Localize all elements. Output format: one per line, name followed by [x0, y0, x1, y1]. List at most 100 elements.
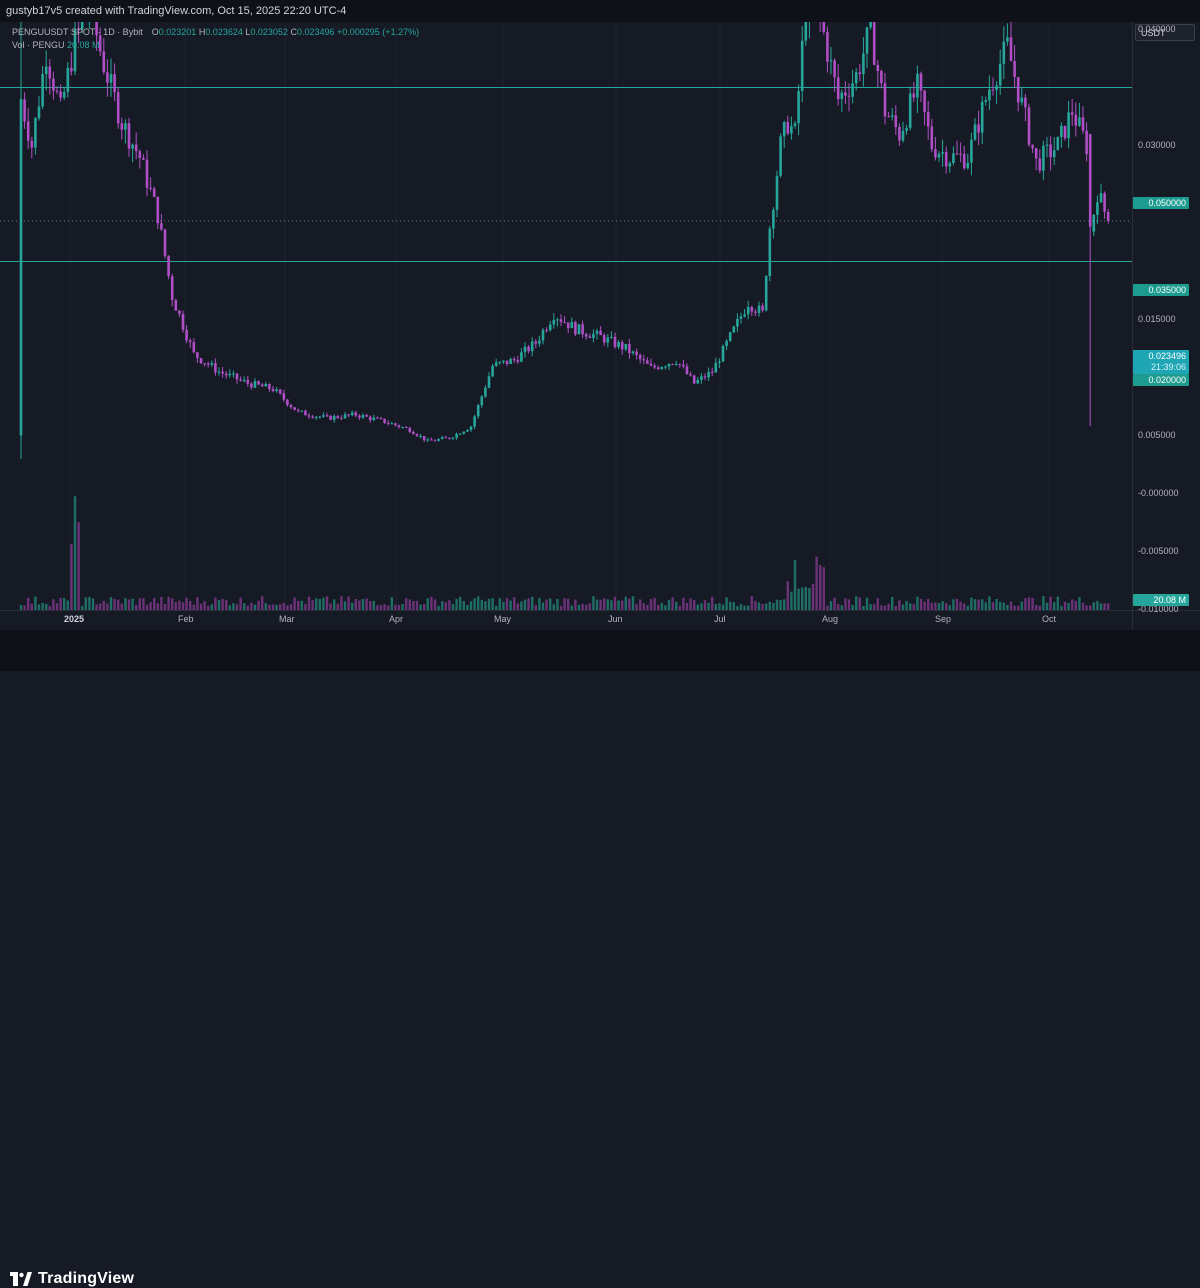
volume-bar [419, 604, 422, 610]
volume-bar [293, 597, 296, 610]
candle-body [692, 375, 696, 384]
candle-body [66, 67, 70, 92]
candle-body [199, 358, 203, 364]
volume-bar [855, 596, 858, 610]
candle-body [829, 60, 833, 62]
candle-body [548, 324, 552, 331]
candle-body [1070, 112, 1074, 115]
candle-body [768, 228, 772, 277]
candle-body [214, 363, 217, 373]
candle-body [250, 383, 253, 388]
volume-bar [1038, 605, 1041, 610]
candle-body [793, 123, 797, 127]
candle-body [545, 330, 548, 332]
volume-bar [322, 597, 325, 610]
volume-bar [909, 603, 912, 610]
candle-body [127, 123, 131, 149]
candle-body [620, 342, 624, 350]
candle-body [516, 360, 520, 362]
volume-bar [905, 601, 908, 610]
volume-bar [304, 603, 307, 610]
candle-body [124, 123, 127, 130]
volume-bar [487, 598, 491, 610]
candle-body [160, 223, 163, 230]
candle-body [188, 340, 192, 343]
candle-body [530, 341, 534, 352]
volume-bar [131, 598, 134, 610]
candle-body [1078, 117, 1081, 126]
candle-body [592, 333, 595, 338]
legend-symbol[interactable]: PENGUUSDT SPOT · 1D · Bybit [12, 27, 143, 37]
brand-name: TradingView [38, 1270, 135, 1287]
currency-selector[interactable]: USDT [1135, 24, 1195, 41]
volume-bar [379, 604, 383, 610]
time-scale[interactable] [0, 610, 1132, 631]
volume-bar [729, 601, 732, 610]
candle-body [1020, 97, 1024, 103]
volume-bar [383, 604, 386, 610]
volume-bar [790, 591, 793, 610]
candlestick-chart[interactable] [0, 22, 1132, 610]
last-price-badge: 0.023496 21:39:06 [1133, 350, 1189, 374]
candle-body [458, 433, 462, 435]
volume-bar [772, 603, 775, 610]
candle-body [264, 384, 268, 387]
volume-bar [23, 605, 26, 610]
volume-bar [1045, 602, 1049, 610]
volume-bar [275, 604, 278, 610]
volume-bar [689, 598, 692, 610]
volume-bar [804, 586, 807, 610]
candle-body [433, 440, 437, 442]
volume-bar [261, 596, 264, 610]
volume-bar [1056, 596, 1059, 610]
candle-body [671, 363, 674, 365]
volume-bar [1078, 597, 1081, 610]
candle-body [937, 153, 941, 158]
candle-body [1096, 202, 1099, 215]
volume-bar [757, 602, 761, 610]
time-label-aug: Aug [822, 614, 839, 624]
volume-bar [55, 603, 59, 610]
candle-body [502, 360, 505, 362]
volume-bar [797, 588, 800, 610]
volume-bar [581, 603, 584, 610]
volume-bar [523, 599, 527, 610]
candle-body [840, 92, 844, 99]
volume-bar [606, 599, 609, 610]
candle-body [714, 362, 718, 373]
candle-body [131, 144, 134, 149]
chart-pane[interactable] [0, 22, 1132, 610]
candle-body [754, 311, 757, 313]
candle-body [559, 319, 563, 322]
volume-bar [37, 604, 41, 610]
candle-body [1031, 144, 1034, 149]
candle-body [948, 162, 952, 167]
price-scale[interactable] [1132, 22, 1200, 610]
candle-body [552, 319, 556, 325]
candle-body [98, 35, 102, 52]
time-label-2025: 2025 [64, 614, 85, 624]
candle-body [106, 72, 109, 83]
candle-body [350, 412, 354, 416]
candle-body [62, 91, 66, 98]
volume-bar [390, 597, 393, 610]
candle-body [602, 335, 606, 343]
legend-volume-label[interactable]: Vol · PENGU [12, 40, 65, 50]
volume-bar [358, 600, 361, 610]
candle-body [289, 405, 293, 408]
volume-bar [952, 599, 955, 610]
volume-bar [801, 587, 804, 610]
tradingview-logo[interactable]: TradingView [10, 1270, 134, 1288]
candle-body [743, 314, 746, 317]
candle-body [102, 51, 106, 73]
candle-body [556, 319, 559, 321]
candle-body [980, 102, 984, 133]
volume-bar [585, 604, 588, 610]
candle-body [469, 426, 473, 430]
volume-bar [372, 600, 375, 610]
volume-bar [783, 599, 786, 610]
candle-body [1099, 193, 1103, 203]
volume-bar [898, 600, 901, 610]
volume-bar [199, 603, 203, 610]
candle-body [372, 417, 376, 420]
